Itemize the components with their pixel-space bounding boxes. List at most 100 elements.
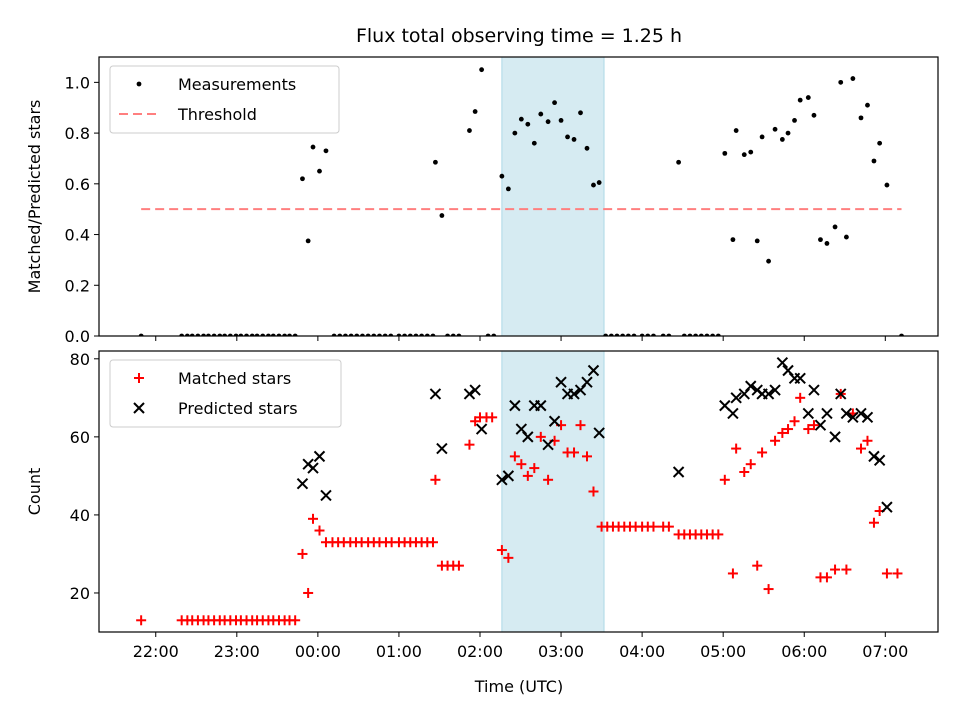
y-tick-label: 80 [70,350,90,369]
predicted-star-point [814,419,827,431]
matched-star-point [731,443,742,454]
matched-star-point [503,552,514,563]
predicted-star-point [555,376,567,388]
measurement-point [748,149,754,155]
measurement-point [310,144,316,150]
predicted-star-point [548,415,561,427]
matched-star-point [290,615,301,626]
x-tick-label: 04:00 [619,642,665,661]
matched-star-point [569,447,580,458]
measurement-point [479,67,485,73]
predicted-star-point [436,442,448,455]
predicted-star-point [296,477,309,490]
matched-star-point [496,545,507,556]
matched-star-point [453,560,464,571]
matched-star-point [427,537,438,548]
legend-marker [136,81,142,87]
measurement-point [884,182,890,188]
legend-label: Matched stars [178,369,291,388]
matched-star-point [535,431,546,442]
matched-star-point [588,486,599,497]
plot-area [136,357,903,626]
measurement-point [305,238,311,244]
matched-star-point [297,548,308,559]
chart-title: Flux total observing time = 1.25 h [356,25,682,47]
measurement-point [538,111,544,117]
measurement-point [792,118,797,123]
x-tick-label: 00:00 [295,642,341,661]
matched-star-point [855,443,866,454]
matched-star-point [745,459,756,470]
measurement-point [741,152,747,158]
measurement-point [565,134,570,140]
measurement-point [797,97,803,103]
measurement-point [505,186,511,192]
y-tick-label: 1.0 [65,73,90,92]
measurement-point [838,79,844,85]
measurement-point [850,76,856,81]
predicted-star-point [855,407,867,420]
highlight-span [501,350,605,633]
matched-star-point [757,447,768,458]
measurement-point [676,159,681,165]
predicted-star-point [535,399,547,412]
matched-star-point [516,459,527,470]
matched-star-point [713,529,724,540]
legend-box [109,359,342,428]
measurement-point [754,238,760,244]
matched-star-point [821,572,832,583]
matched-star-point [830,564,841,575]
y-tick-label: 0.6 [65,175,90,194]
measurement-point [871,158,877,164]
predicted-star-point [745,380,757,392]
matched-star-point [777,427,788,438]
matched-star-point [303,587,314,598]
predicted-star-point [794,372,806,385]
legend-label: Predicted stars [178,399,298,418]
predicted-star-point [509,399,521,412]
measurement-point [525,121,531,127]
matched-star-point [543,474,554,485]
legend: Measurements Threshold [109,65,340,134]
measurement-point [596,180,602,185]
bottom-panel: 20 40 60 80 22:00 23:00 00:00 01:00 02:00 03:00 04… [25,350,939,661]
x-tick-label: 02:00 [457,642,503,661]
predicted-star-point [802,407,815,420]
measurement-point [467,128,472,133]
measurement-point [832,224,838,230]
x-tick-label: 03:00 [538,642,584,661]
predicted-star-point [868,450,880,463]
predicted-star-point [769,384,781,396]
predicted-star-point [469,384,481,396]
y-tick-label: 60 [70,428,90,447]
axes-frame [98,56,939,337]
measurement-point [766,258,771,264]
legend-marker [134,373,144,383]
predicted-star-point [861,411,874,424]
predicted-star-point [847,411,859,424]
matched-star-point [783,424,794,435]
matched-star-point [862,435,873,446]
measurement-point [584,145,590,151]
x-tick-label: 22:00 [133,642,179,661]
matched-star-point [430,474,441,485]
x-tick-label: 06:00 [781,642,827,661]
matched-star-point [841,564,852,575]
matched-star-point [136,615,147,626]
x-tick-label: 07:00 [862,642,908,661]
y-tick-label: 0.4 [65,226,90,245]
matched-star-point [808,420,819,431]
predicted-star-point [307,462,319,474]
x-tick-label: 05:00 [700,642,746,661]
predicted-star-point [730,392,742,404]
predicted-star-point [496,474,508,486]
matched-star-point [487,412,498,423]
matched-star-point [770,435,781,446]
predicted-star-point [463,388,476,400]
measurement-point [730,237,736,243]
y-axis-label: Count [25,468,44,516]
predicted-star-point [429,388,442,400]
measurement-point [722,150,728,156]
x-axis-label: Time (UTC) [474,677,563,696]
predicted-star-point [587,364,600,377]
